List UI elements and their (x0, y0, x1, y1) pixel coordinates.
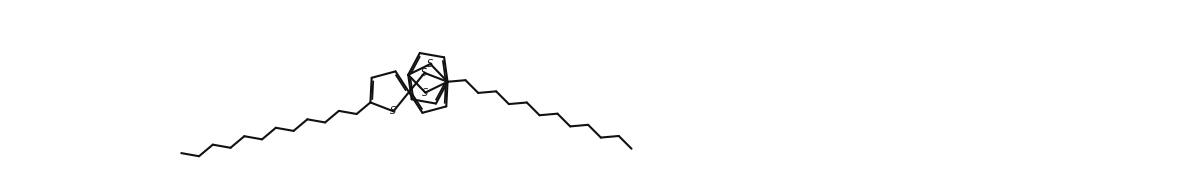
Text: S: S (428, 59, 434, 69)
Text: S: S (422, 88, 429, 98)
Text: S: S (391, 106, 397, 116)
Text: S: S (422, 68, 428, 78)
